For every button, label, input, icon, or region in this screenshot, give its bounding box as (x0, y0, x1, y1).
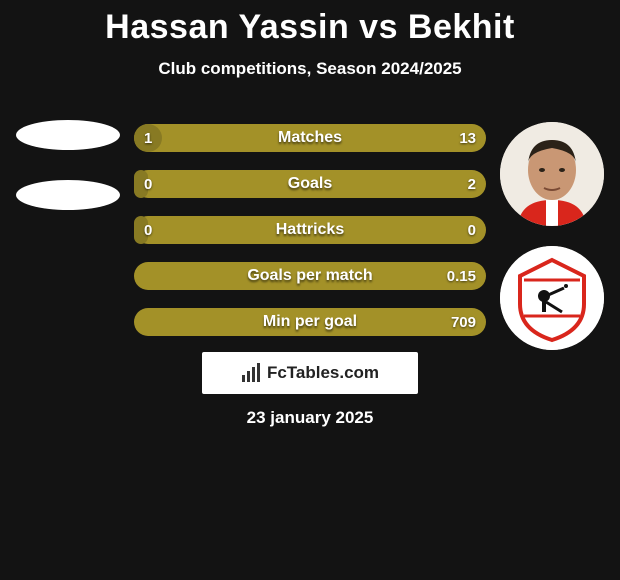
stat-right-value: 0 (468, 216, 476, 244)
left-player-avatar-placeholder (16, 120, 120, 150)
stat-row: 0Hattricks0 (134, 216, 486, 244)
page-subtitle: Club competitions, Season 2024/2025 (0, 59, 620, 79)
stat-row: 0Goals2 (134, 170, 486, 198)
page-title: Hassan Yassin vs Bekhit (0, 0, 620, 47)
club-crest-icon (500, 246, 604, 350)
stats-area: 1Matches130Goals20Hattricks0Goals per ma… (134, 124, 486, 354)
right-player-avatar (500, 122, 604, 226)
stat-row: Min per goal709 (134, 308, 486, 336)
right-club-logo (500, 246, 604, 350)
date-line: 23 january 2025 (0, 408, 620, 428)
stat-label: Matches (134, 129, 486, 147)
stat-right-value: 0.15 (447, 262, 476, 290)
branding-text: FcTables.com (267, 363, 379, 383)
bars-chart-icon (241, 363, 263, 383)
stat-right-value: 13 (459, 124, 476, 152)
stat-label: Hattricks (134, 221, 486, 239)
stat-right-value: 709 (451, 308, 476, 336)
left-club-logo-placeholder (16, 180, 120, 210)
stat-label: Min per goal (134, 313, 486, 331)
stat-right-value: 2 (468, 170, 476, 198)
player-head-icon (500, 122, 604, 226)
left-player-column (8, 120, 128, 234)
stat-row: 1Matches13 (134, 124, 486, 152)
right-player-column (492, 122, 612, 370)
stat-label: Goals per match (134, 267, 486, 285)
stat-row: Goals per match0.15 (134, 262, 486, 290)
branding-badge: FcTables.com (202, 352, 418, 394)
stat-label: Goals (134, 175, 486, 193)
